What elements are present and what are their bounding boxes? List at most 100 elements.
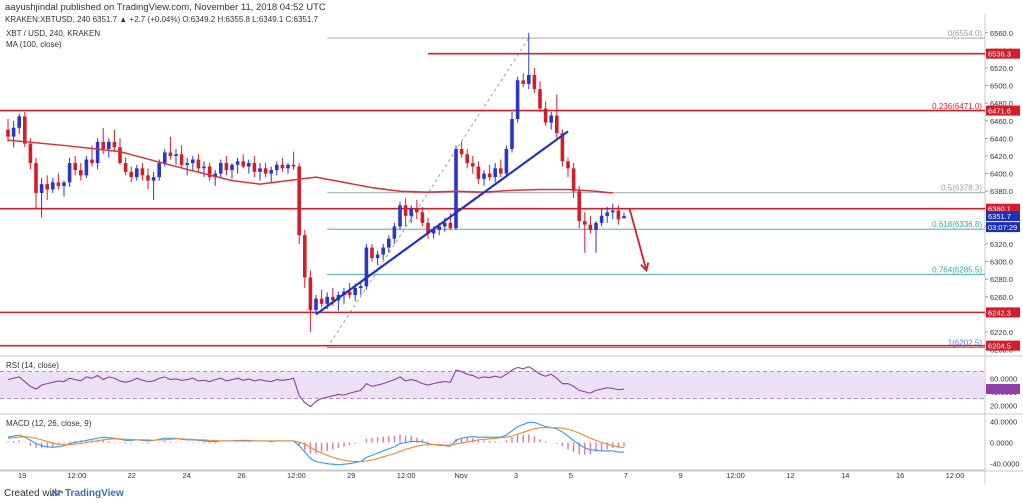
price-tick-label: 6480.0: [990, 99, 1013, 108]
candle-body: [112, 141, 117, 148]
publish-line: aayushjindal published on TradingView.co…: [5, 2, 326, 13]
candle-body: [241, 161, 245, 167]
candle-body: [174, 154, 178, 156]
candle-body: [163, 152, 167, 164]
rsi-tick-label: 20.0000: [990, 401, 1017, 410]
candle-body: [286, 164, 290, 169]
time-tick-label: 29: [347, 471, 355, 480]
candle-body: [230, 164, 234, 171]
candle-body: [107, 141, 111, 149]
countdown-tag: [986, 222, 1020, 233]
candle-body: [370, 247, 374, 259]
candle-body: [331, 296, 335, 301]
rsi-legend: RSI (14, close): [6, 361, 59, 370]
current-price-tag-text: 6351.7: [988, 212, 1011, 221]
candle-body: [325, 296, 329, 304]
candle-body: [51, 182, 55, 190]
candle-body: [135, 168, 139, 178]
candle-body: [510, 119, 514, 149]
moving-average-line: [7, 139, 613, 194]
candle-body: [420, 212, 425, 223]
price-tick-label: 6460.0: [990, 117, 1013, 126]
fib-level-label: 0.5(6378.3): [941, 184, 982, 193]
macd-tick-label: 40.0000: [990, 417, 1017, 426]
footer: Created with TradingView: [0, 486, 1023, 503]
time-tick-label: 3: [514, 471, 518, 480]
fib-level-label: 1(6202.5): [948, 338, 983, 347]
price-tick-label: 6440.0: [990, 134, 1013, 143]
candle-body: [437, 226, 441, 230]
candle-body: [275, 164, 279, 171]
candle-body: [515, 80, 520, 120]
candle-body: [409, 208, 413, 216]
candle-body: [28, 143, 33, 164]
price-tick-label: 6280.0: [990, 275, 1013, 284]
candle-body: [476, 166, 481, 179]
forecast-arrow-head: [640, 262, 650, 273]
candle-body: [191, 159, 195, 164]
level-price-tag-text: 6536.3: [988, 50, 1011, 59]
fib-reference-dashed-line: [326, 37, 530, 349]
price-tick-label: 6220.0: [990, 328, 1013, 337]
candle-body: [224, 163, 229, 171]
time-tick-label: 19: [18, 471, 26, 480]
macd-legend: MACD (12, 26, close, 9): [6, 419, 92, 428]
level-price-tag-text: 6471.6: [988, 107, 1011, 116]
candle-body: [448, 222, 453, 229]
candle-body: [45, 184, 49, 190]
candle-body: [499, 168, 503, 174]
candle-body: [381, 247, 385, 255]
candle-body: [314, 298, 318, 310]
candle-body: [84, 159, 89, 176]
candle-body: [459, 148, 464, 155]
price-tick-label: 6300.0: [990, 258, 1013, 267]
candle-body: [353, 288, 357, 296]
candle-body: [527, 75, 531, 84]
candle-body: [62, 182, 66, 186]
candle-body: [179, 154, 184, 165]
candle-body: [611, 210, 615, 213]
macd-tick-label: -40.0000: [990, 460, 1020, 469]
candle-body: [39, 184, 44, 193]
tradingview-logo-icon: [51, 490, 63, 497]
candle-body: [151, 177, 156, 181]
level-price-tag: [986, 340, 1020, 351]
candle-body: [487, 173, 492, 178]
price-chart[interactable]: 6560.06540.06520.06500.06480.06460.06440…: [0, 14, 1023, 484]
macd-tick-label: 0.0000: [990, 439, 1013, 448]
candle-body: [17, 116, 21, 128]
price-tick-label: 6560.0: [990, 29, 1013, 38]
candle-body: [207, 166, 212, 178]
candle-body: [583, 221, 587, 225]
fib-level-label: 0(6554.0): [948, 29, 983, 38]
candle-body: [219, 163, 223, 174]
time-tick-label: 12:00: [726, 471, 745, 480]
price-tick-label: 6420.0: [990, 152, 1013, 161]
time-tick-label: 7: [624, 471, 628, 480]
candle-body: [555, 115, 559, 134]
time-tick-label: 22: [128, 471, 136, 480]
level-price-tag: [986, 203, 1020, 214]
time-tick-label: 26: [237, 471, 245, 480]
symbol-legend: XBT / USD, 240, KRAKEN: [6, 29, 100, 38]
candle-body: [34, 163, 38, 193]
candle-body: [504, 148, 509, 174]
level-price-tag-text: 6360.1: [988, 205, 1011, 214]
candle-body: [538, 89, 542, 109]
candle-body: [549, 115, 553, 123]
time-tick-label: 12:00: [287, 471, 306, 480]
publish-header: aayushjindal published on TradingView.co…: [0, 0, 1023, 14]
candle-body: [443, 222, 447, 227]
candle-body: [566, 161, 570, 169]
price-tick-label: 6260.0: [990, 293, 1013, 302]
candle-body: [493, 168, 497, 178]
candle-body: [359, 286, 363, 288]
candle-body: [521, 80, 525, 84]
candle-body: [454, 148, 458, 229]
level-price-tag: [986, 48, 1020, 59]
candle-body: [543, 108, 548, 123]
candle-body: [269, 170, 273, 174]
candle-body: [95, 141, 100, 164]
candle-body: [146, 175, 150, 181]
candle-body: [6, 129, 10, 137]
